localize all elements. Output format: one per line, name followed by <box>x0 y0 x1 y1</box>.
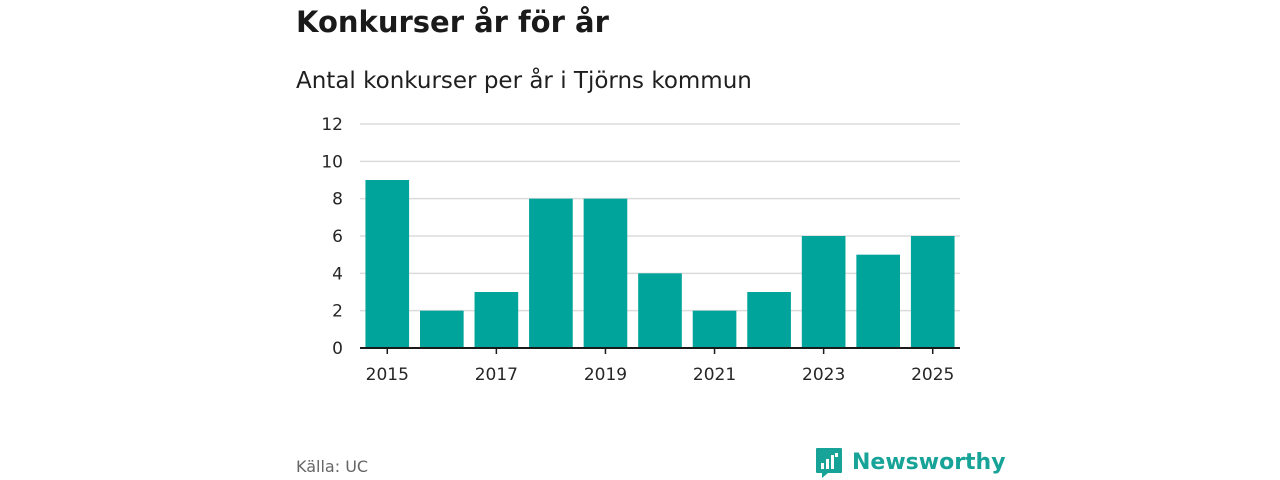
bar-2016 <box>420 310 464 348</box>
bar-2018 <box>529 198 573 348</box>
x-tick-label: 2019 <box>584 365 627 385</box>
brand-logo: Newsworthy <box>814 446 1006 480</box>
y-tick-label: 4 <box>332 264 343 284</box>
x-tick-label: 2017 <box>475 365 518 385</box>
bar-2024 <box>856 254 900 348</box>
bar-chart: 0 2 4 6 8 10 12 2015 2017 2019 2021 2023 2025 <box>321 115 960 385</box>
bar-2020 <box>638 273 682 348</box>
y-tick-label: 10 <box>321 152 343 172</box>
bar-2025 <box>910 236 955 348</box>
bars <box>365 180 955 348</box>
y-tick-label: 12 <box>321 115 343 135</box>
y-tick-label: 2 <box>332 302 343 322</box>
x-tick-label: 2023 <box>802 365 845 385</box>
brand-name: Newsworthy <box>852 450 1006 475</box>
bar-2022 <box>747 292 791 348</box>
x-tick-label: 2015 <box>366 365 409 385</box>
axes: 0 2 4 6 8 10 12 2015 2017 2019 2021 2023 2025 <box>321 115 960 385</box>
bar-2021 <box>692 310 737 348</box>
chart-title: Konkurser år för år <box>296 5 609 39</box>
chart-subtitle: Antal konkurser per år i Tjörns kommun <box>296 68 752 94</box>
x-tick-label: 2025 <box>911 365 954 385</box>
bar-2017 <box>474 292 519 348</box>
y-tick-label: 8 <box>332 190 343 210</box>
newsworthy-logo-icon <box>816 448 842 478</box>
source-note: Källa: UC <box>296 457 369 476</box>
y-tick-label: 0 <box>332 339 343 359</box>
bar-2023 <box>801 236 846 348</box>
y-tick-label: 6 <box>332 227 343 247</box>
bar-2019 <box>583 198 628 348</box>
x-tick-label: 2021 <box>693 365 736 385</box>
bar-2015 <box>365 180 410 348</box>
